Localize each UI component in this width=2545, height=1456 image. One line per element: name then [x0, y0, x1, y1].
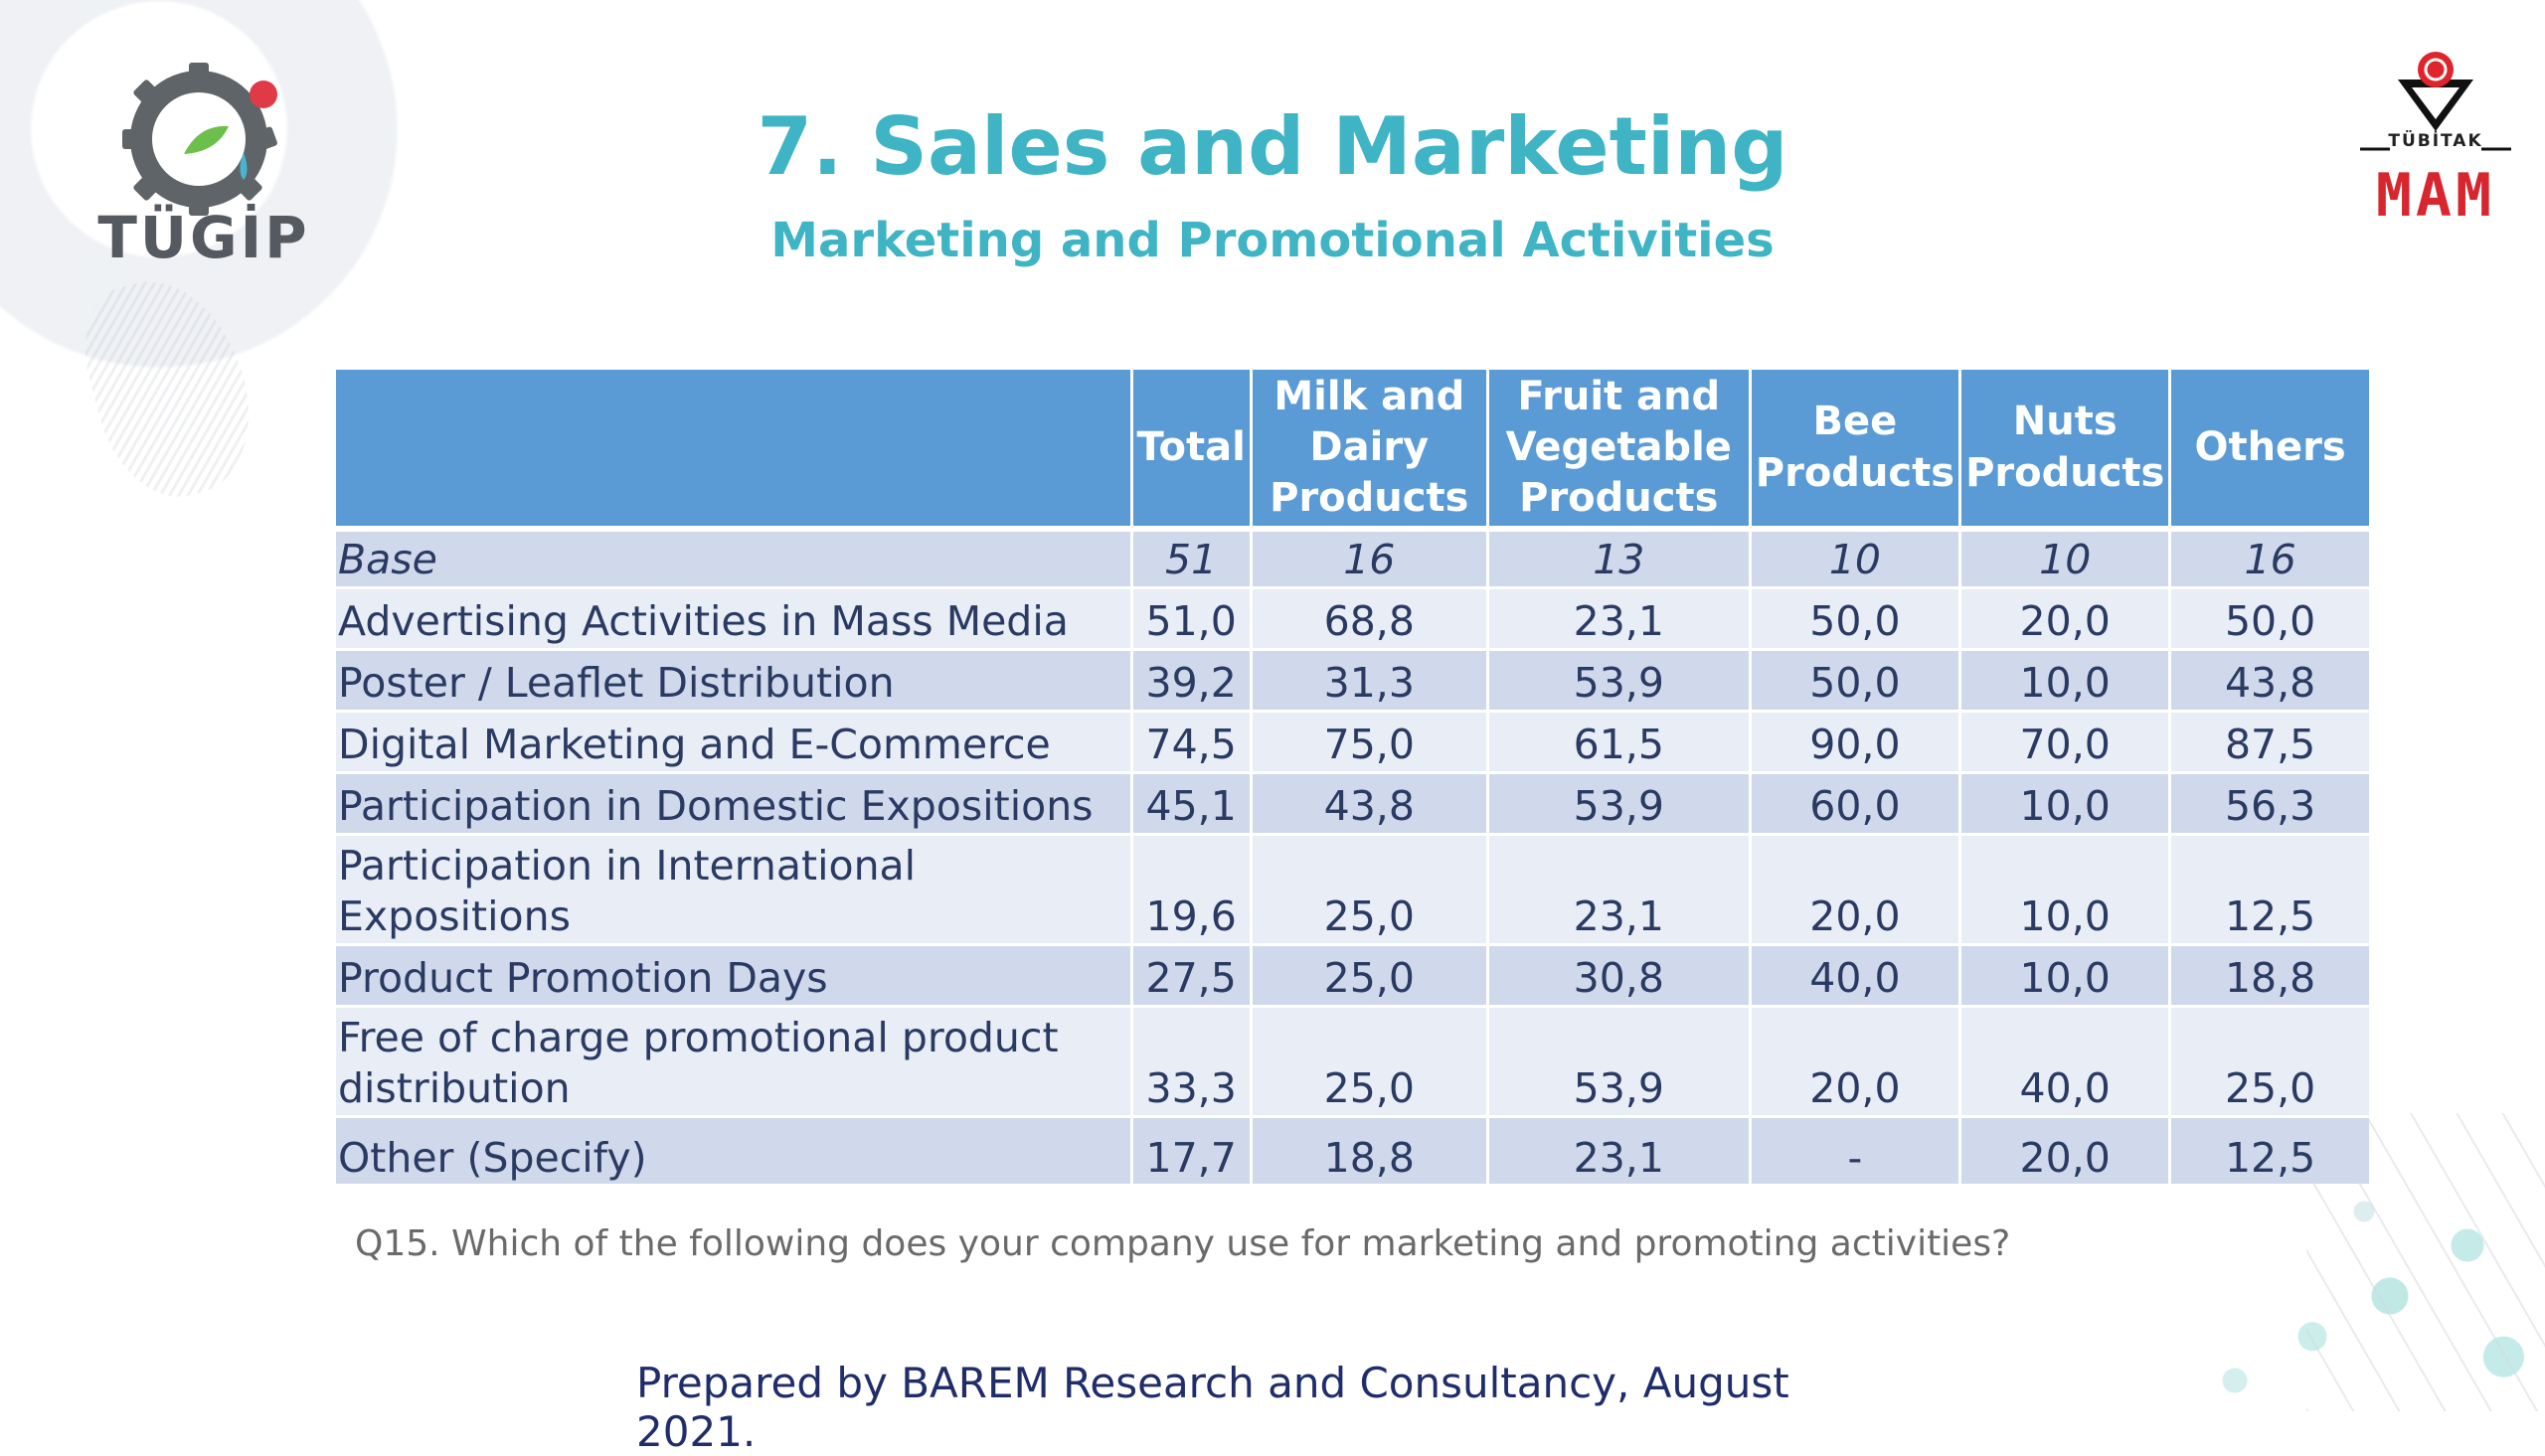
- row-label: Poster / Leaflet Distribution: [336, 647, 1131, 711]
- red-dot: [250, 81, 277, 108]
- cell-bee: 60,0: [1748, 770, 1960, 834]
- cell-fruit-vegetable: 53,9: [1485, 647, 1751, 711]
- cell-fruit-vegetable: 13: [1485, 527, 1751, 587]
- marketing-activities-table: Total Milk and Dairy Products Fruit and …: [336, 370, 2369, 1184]
- header-cell-label: [336, 370, 1131, 532]
- cell-milk-dairy: 25,0: [1249, 942, 1488, 1006]
- cell-nuts: 10,0: [1958, 942, 2170, 1006]
- cell-nuts: 10: [1958, 527, 2170, 587]
- row-label: Advertising Activities in Mass Media: [336, 585, 1131, 649]
- header-cell-others: Others: [2168, 370, 2369, 532]
- cell-total: 45,1: [1129, 770, 1252, 834]
- question-footnote: Q15. Which of the following does your co…: [355, 1223, 2011, 1264]
- cell-total: 19,6: [1129, 832, 1252, 944]
- cell-others: 16: [2168, 527, 2369, 587]
- cell-total: 51: [1129, 527, 1252, 587]
- cell-nuts: 10,0: [1958, 647, 2170, 711]
- cell-nuts: 10,0: [1958, 770, 2170, 834]
- table-row-base: Base 51 16 13 10 10 16: [336, 527, 2369, 587]
- header-cell-bee: Bee Products: [1748, 370, 1960, 532]
- table-row: Free of charge promotional product distr…: [336, 1004, 2369, 1116]
- header-cell-nuts: Nuts Products: [1958, 370, 2170, 532]
- row-label: Free of charge promotional product distr…: [336, 1004, 1131, 1116]
- cell-nuts: 40,0: [1958, 1004, 2170, 1116]
- cell-milk-dairy: 43,8: [1249, 770, 1488, 834]
- table-row: Advertising Activities in Mass Media 51,…: [336, 585, 2369, 649]
- table-row: Participation in Domestic Expositions 45…: [336, 770, 2369, 834]
- cell-total: 39,2: [1129, 647, 1252, 711]
- cell-fruit-vegetable: 53,9: [1485, 770, 1751, 834]
- table-header-row: Total Milk and Dairy Products Fruit and …: [336, 370, 2369, 532]
- cell-bee: 50,0: [1748, 585, 1960, 649]
- cell-total: 74,5: [1129, 709, 1252, 772]
- cell-nuts: 20,0: [1958, 1114, 2170, 1184]
- cell-others: 18,8: [2168, 942, 2369, 1006]
- cell-milk-dairy: 25,0: [1249, 1004, 1488, 1116]
- table-row: Participation in International Expositio…: [336, 832, 2369, 944]
- cell-nuts: 70,0: [1958, 709, 2170, 772]
- cell-others: 12,5: [2168, 832, 2369, 944]
- page-subtitle: Marketing and Promotional Activities: [770, 213, 1775, 268]
- tugip-logo-text: TÜGİP: [97, 204, 310, 271]
- cell-total: 33,3: [1129, 1004, 1252, 1116]
- cell-milk-dairy: 18,8: [1249, 1114, 1488, 1184]
- row-label: Product Promotion Days: [336, 942, 1131, 1006]
- cell-others: 25,0: [2168, 1004, 2369, 1116]
- row-label: Participation in Domestic Expositions: [336, 770, 1131, 834]
- header-cell-total: Total: [1129, 370, 1252, 532]
- cell-milk-dairy: 31,3: [1249, 647, 1488, 711]
- water-drop-shape: [240, 152, 248, 180]
- cell-nuts: 10,0: [1958, 832, 2170, 944]
- cell-bee: 50,0: [1748, 647, 1960, 711]
- mam-label: MAM: [2375, 161, 2496, 231]
- emblem-red-circle: [2418, 52, 2454, 87]
- table-row: Product Promotion Days 27,5 25,0 30,8 40…: [336, 942, 2369, 1006]
- cell-milk-dairy: 16: [1249, 527, 1488, 587]
- header-cell-fruit-vegetable: Fruit and Vegetable Products: [1485, 370, 1751, 532]
- row-label: Participation in International Expositio…: [336, 832, 1131, 944]
- cell-fruit-vegetable: 23,1: [1485, 1114, 1751, 1184]
- row-label: Other (Specify): [336, 1114, 1131, 1184]
- cell-others: 12,5: [2168, 1114, 2369, 1184]
- table-row: Digital Marketing and E-Commerce 74,5 75…: [336, 709, 2369, 772]
- cell-nuts: 20,0: [1958, 585, 2170, 649]
- cell-others: 50,0: [2168, 585, 2369, 649]
- header-cell-milk-dairy: Milk and Dairy Products: [1249, 370, 1488, 532]
- prepared-by-credit: Prepared by BAREM Research and Consultan…: [636, 1359, 1789, 1456]
- tugip-logo: [122, 63, 277, 216]
- cell-total: 27,5: [1129, 942, 1252, 1006]
- cell-total: 51,0: [1129, 585, 1252, 649]
- gear-icon: [122, 63, 277, 216]
- cell-others: 56,3: [2168, 770, 2369, 834]
- cell-fruit-vegetable: 23,1: [1485, 585, 1751, 649]
- cell-fruit-vegetable: 23,1: [1485, 832, 1751, 944]
- tubitak-emblem: [2360, 52, 2511, 151]
- row-label: Digital Marketing and E-Commerce: [336, 709, 1131, 772]
- page-title: 7. Sales and Marketing: [757, 100, 1788, 193]
- leaf-shape: [184, 125, 229, 154]
- cell-fruit-vegetable: 30,8: [1485, 942, 1751, 1006]
- cell-bee: 20,0: [1748, 832, 1960, 944]
- cell-bee: 90,0: [1748, 709, 1960, 772]
- cell-others: 43,8: [2168, 647, 2369, 711]
- tubitak-label: TÜBİTAK: [2388, 131, 2483, 151]
- cell-total: 17,7: [1129, 1114, 1252, 1184]
- cell-bee: 10: [1748, 527, 1960, 587]
- row-label: Base: [336, 527, 1131, 587]
- cell-milk-dairy: 75,0: [1249, 709, 1488, 772]
- table-row: Poster / Leaflet Distribution 39,2 31,3 …: [336, 647, 2369, 711]
- cell-milk-dairy: 68,8: [1249, 585, 1488, 649]
- cell-bee: -: [1748, 1114, 1960, 1184]
- cell-bee: 40,0: [1748, 942, 1960, 1006]
- cell-milk-dairy: 25,0: [1249, 832, 1488, 944]
- cell-fruit-vegetable: 53,9: [1485, 1004, 1751, 1116]
- cell-fruit-vegetable: 61,5: [1485, 709, 1751, 772]
- cell-others: 87,5: [2168, 709, 2369, 772]
- table-row: Other (Specify) 17,7 18,8 23,1 - 20,0 12…: [336, 1114, 2369, 1184]
- cell-bee: 20,0: [1748, 1004, 1960, 1116]
